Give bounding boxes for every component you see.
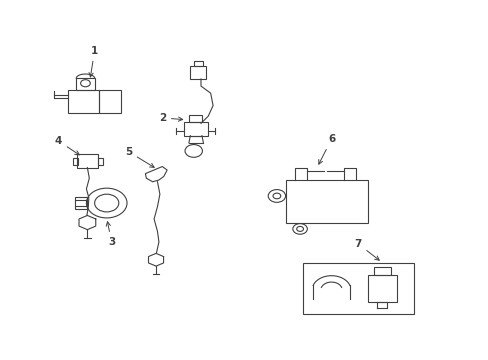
- Text: 2: 2: [159, 113, 182, 123]
- Bar: [373, 267, 390, 275]
- Bar: [302, 262, 413, 314]
- Bar: [367, 275, 396, 302]
- Text: 5: 5: [124, 147, 154, 167]
- Bar: [193, 61, 203, 66]
- Bar: [73, 158, 78, 165]
- Bar: [188, 115, 202, 122]
- Bar: [285, 180, 367, 222]
- Bar: [99, 90, 121, 113]
- Bar: [98, 158, 102, 165]
- Bar: [183, 122, 208, 136]
- Text: 3: 3: [106, 222, 115, 247]
- Bar: [189, 66, 206, 79]
- Text: 6: 6: [318, 134, 334, 164]
- Text: 7: 7: [354, 239, 379, 260]
- Bar: [76, 78, 95, 90]
- Bar: [68, 90, 99, 113]
- Text: 1: 1: [89, 46, 98, 77]
- Bar: [75, 197, 87, 210]
- Text: 4: 4: [55, 136, 79, 155]
- Bar: [77, 154, 98, 168]
